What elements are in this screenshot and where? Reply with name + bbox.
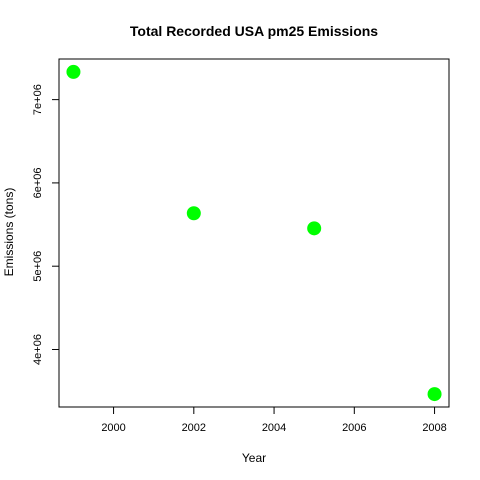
data-point bbox=[66, 65, 80, 79]
data-point bbox=[428, 387, 442, 401]
y-tick-label: 4e+06 bbox=[32, 334, 44, 365]
data-point bbox=[307, 221, 321, 235]
x-tick-label: 2004 bbox=[262, 422, 286, 434]
y-tick-label: 5e+06 bbox=[32, 251, 44, 282]
y-axis: 4e+06 5e+06 6e+06 7e+06 bbox=[32, 84, 59, 365]
x-tick-label: 2008 bbox=[422, 422, 446, 434]
y-axis-label: Emissions (tons) bbox=[2, 188, 16, 277]
x-tick-label: 2002 bbox=[182, 422, 206, 434]
data-points bbox=[66, 65, 441, 401]
chart-title: Total Recorded USA pm25 Emissions bbox=[130, 23, 378, 39]
y-tick-label: 7e+06 bbox=[32, 84, 44, 115]
x-tick-label: 2000 bbox=[101, 422, 125, 434]
x-axis-label: Year bbox=[242, 451, 266, 465]
y-tick-label: 6e+06 bbox=[32, 167, 44, 198]
x-axis: 2000 2002 2004 2006 2008 bbox=[101, 407, 446, 434]
plot-area bbox=[59, 59, 449, 407]
x-tick-label: 2006 bbox=[342, 422, 366, 434]
data-point bbox=[187, 206, 201, 220]
